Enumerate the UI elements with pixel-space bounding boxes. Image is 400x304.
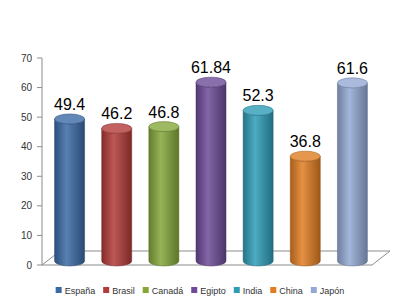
bar xyxy=(55,119,85,266)
legend-label: China xyxy=(279,286,303,296)
legend-label: Japón xyxy=(320,286,345,296)
bar-top xyxy=(243,105,273,115)
bar xyxy=(243,110,273,266)
legend-swatch xyxy=(270,287,276,293)
legend-swatch xyxy=(103,287,109,293)
bar-top xyxy=(196,77,226,87)
data-label: 46.2 xyxy=(101,105,132,122)
y-tick xyxy=(37,235,42,236)
y-tick-label: 10 xyxy=(21,230,33,241)
y-tick xyxy=(37,176,42,177)
y-tick xyxy=(37,265,42,266)
y-tick-label: 50 xyxy=(21,112,33,123)
legend-swatch xyxy=(311,287,317,293)
legend-label: Brasil xyxy=(112,286,135,296)
legend-item: Canadá xyxy=(143,286,184,296)
data-label: 46.8 xyxy=(148,104,179,121)
y-tick-label: 40 xyxy=(21,141,33,152)
bars xyxy=(55,77,368,266)
data-label: 61.84 xyxy=(191,59,231,76)
legend-item: China xyxy=(270,286,303,296)
data-label: 49.4 xyxy=(54,96,85,113)
legend-label: España xyxy=(65,286,96,296)
bar xyxy=(149,127,179,266)
y-tick xyxy=(37,117,42,118)
bar xyxy=(102,128,132,266)
bar xyxy=(290,156,320,266)
data-label: 61.6 xyxy=(337,60,368,77)
data-label: 52.3 xyxy=(243,87,274,104)
bar-top xyxy=(149,122,179,132)
bar-top xyxy=(290,151,320,161)
legend-item: Brasil xyxy=(103,286,135,296)
legend: España Brasil Canadá Egipto India China Japón xyxy=(56,286,345,296)
legend-label: India xyxy=(243,286,263,296)
y-tick xyxy=(37,87,42,88)
legend-item: Egipto xyxy=(191,286,226,296)
chart-svg: 0 10 20 30 40 50 60 70 49.4 46.2 46.8 61.84 52.3 36.8… xyxy=(0,0,400,304)
y-ticks: 0 10 20 30 40 50 60 70 xyxy=(21,53,42,271)
chart-container: 0 10 20 30 40 50 60 70 49.4 46.2 46.8 61.84 52.3 36.8… xyxy=(0,0,400,304)
y-tick-label: 70 xyxy=(21,53,33,64)
y-tick-label: 60 xyxy=(21,82,33,93)
bar-top xyxy=(337,78,367,88)
y-tick xyxy=(37,205,42,206)
legend-label: Canadá xyxy=(152,286,184,296)
legend-label: Egipto xyxy=(200,286,226,296)
y-tick xyxy=(37,58,42,59)
legend-item: Japón xyxy=(311,286,345,296)
y-tick-label: 20 xyxy=(21,200,33,211)
y-axis-line xyxy=(42,58,43,265)
y-tick-label: 30 xyxy=(21,171,33,182)
legend-swatch xyxy=(56,287,62,293)
y-tick xyxy=(37,146,42,147)
legend-swatch xyxy=(191,287,197,293)
legend-item: India xyxy=(234,286,263,296)
data-label: 36.8 xyxy=(290,133,321,150)
y-tick-label: 0 xyxy=(26,260,32,271)
bar xyxy=(337,83,367,266)
legend-swatch xyxy=(234,287,240,293)
bar-top xyxy=(55,114,85,124)
bar-top xyxy=(102,123,132,133)
data-labels: 49.4 46.2 46.8 61.84 52.3 36.8 61.6 xyxy=(54,59,368,150)
legend-swatch xyxy=(143,287,149,293)
legend-item: España xyxy=(56,286,96,296)
bar xyxy=(196,82,226,266)
